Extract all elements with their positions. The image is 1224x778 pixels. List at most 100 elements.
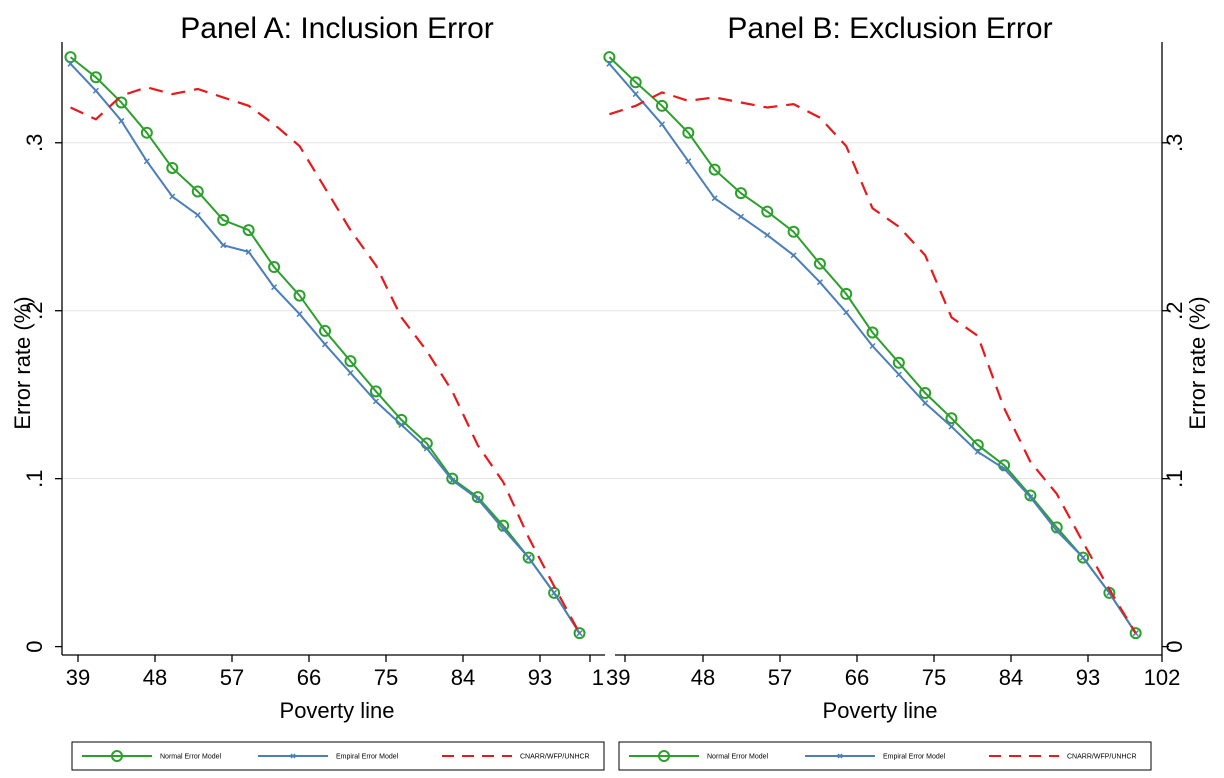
panel-b-axes xyxy=(615,42,1163,656)
panel-b-point-x-marker xyxy=(764,232,771,239)
panel-a-point-x-marker xyxy=(449,477,456,484)
panel-b-point-x-marker xyxy=(658,121,666,128)
panel-b-point-circle-marker xyxy=(866,326,879,339)
panel-b-x-tick-label: 102 xyxy=(1144,665,1181,690)
panel-b-point-circle-marker xyxy=(1024,489,1037,502)
panel-a-x-tick-label: 84 xyxy=(451,665,475,690)
panel-a-point-circle-marker xyxy=(64,51,77,64)
panel-a-legend-box xyxy=(71,741,605,771)
panel-a-point-circle-marker xyxy=(369,385,382,398)
panel-a-x-tick-label: 1 xyxy=(592,665,604,690)
panel-b-series xyxy=(603,51,1142,640)
panel-a-legend-items: Normal Error Model Empiral Error Model CNA… xyxy=(82,750,590,762)
panel-a-x-ticks: 39 48 57 66 75 84 93 1 xyxy=(66,655,604,690)
panel-a-point-circle-marker xyxy=(522,551,535,564)
panel-a-title: Panel A: Inclusion Error xyxy=(180,12,494,45)
panel-b-x-tick-label: 66 xyxy=(845,665,869,690)
panel-b-point-circle-marker xyxy=(971,439,984,452)
panel-a-x-tick-label: 39 xyxy=(66,665,90,690)
panel-a-y-axis-label: Error rate (%) xyxy=(10,296,35,429)
panel-b-x-tick-label: 75 xyxy=(922,665,946,690)
panel-b-y-tick-label: .1 xyxy=(1162,469,1187,487)
panel-a-series-line-cnarr-wfp-unhcr xyxy=(70,86,581,634)
panel-b-legend-label-empiral-error-model: Empiral Error Model xyxy=(883,754,946,761)
panel-b-legend: Normal Error Model Empiral Error Model CNA… xyxy=(618,741,1152,771)
panel-a-point-x-marker xyxy=(372,398,379,405)
panel-a-point-x-marker xyxy=(271,284,278,291)
panel-a-point-circle-marker xyxy=(242,224,255,237)
panel-b-point-circle-marker xyxy=(629,76,642,89)
panel-a-point-x-marker xyxy=(474,495,481,502)
panel-a-point-x-marker xyxy=(525,554,532,561)
panel-b-point-circle-marker xyxy=(682,126,695,139)
panel-a-point-x-marker xyxy=(245,248,252,255)
panel-b-point-circle-marker xyxy=(1077,551,1090,564)
panel-a-legend-label-normal-error-model: Normal Error Model xyxy=(160,754,222,761)
panel-b-point-x-marker xyxy=(685,158,692,165)
panel-b-y-axis-label: Error rate (%) xyxy=(1185,296,1210,429)
panel-b-x-ticks: 39 48 57 66 75 84 93 102 xyxy=(606,655,1180,690)
panel-b-legend-circle-marker xyxy=(658,750,670,762)
panel-b-point-x-marker xyxy=(711,195,718,202)
panel-a-point-circle-marker xyxy=(191,185,204,198)
panel-a-point-x-marker xyxy=(67,60,74,67)
panel-a-point-circle-marker xyxy=(268,261,281,274)
panel-b-point-x-marker xyxy=(1027,494,1034,501)
panel-b-point-circle-marker xyxy=(945,412,958,425)
panel-a-y-tick-label: .2 xyxy=(22,302,47,320)
panel-b-legend-label-normal-error-model: Normal Error Model xyxy=(707,754,769,761)
panel-b-x-tick-label: 39 xyxy=(606,665,630,690)
panel-a-point-x-marker xyxy=(92,87,99,94)
panel-a-y-tick-label: .1 xyxy=(22,469,47,487)
panel-b-point-circle-marker xyxy=(919,387,932,400)
panel-b-point-x-marker xyxy=(790,252,797,259)
panel-a-x-tick-label: 48 xyxy=(143,665,167,690)
panel-b-point-circle-marker xyxy=(603,51,616,64)
panel-a-legend: Normal Error Model Empiral Error Model CNA… xyxy=(71,741,605,771)
panel-b-series-line-normal-error-model xyxy=(608,56,1137,634)
panel-b-title: Panel B: Exclusion Error xyxy=(727,12,1052,45)
panel-b-point-x-marker xyxy=(843,309,850,316)
panel-b-point-x-marker xyxy=(632,91,639,98)
panel-a-point-circle-marker xyxy=(573,627,586,640)
panel-b-x-tick-label: 93 xyxy=(1076,665,1100,690)
panel-b-gridlines xyxy=(605,142,1162,480)
panel-a-point-x-marker xyxy=(143,158,150,165)
panel-a-point-x-marker xyxy=(118,117,125,124)
panel-a-point-circle-marker xyxy=(115,96,128,109)
panel-a-point-x-marker xyxy=(551,589,558,596)
panel-b-point-x-marker xyxy=(869,342,876,350)
panel-a-point-x-marker xyxy=(194,211,201,219)
panel-a-point-x-marker xyxy=(576,630,583,637)
panel-b-x-tick-label: 48 xyxy=(691,665,715,690)
panel-b-point-circle-marker xyxy=(787,225,800,238)
panel-b-y-tick-label: 0 xyxy=(1162,640,1187,652)
panel-b-point-circle-marker xyxy=(840,287,853,300)
panel-a-point-circle-marker xyxy=(293,289,306,302)
panel-a-point-circle-marker xyxy=(497,519,510,532)
panel-a-point-circle-marker xyxy=(319,324,332,337)
panel-a-point-x-marker xyxy=(347,369,354,376)
panel-b-legend-items: Normal Error Model Empiral Error Model CNA… xyxy=(629,750,1137,762)
panel-b-point-x-marker xyxy=(895,371,902,378)
panel-a-axes xyxy=(61,42,605,656)
panel-a-y-tick-label: .3 xyxy=(22,134,47,152)
panel-a-point-circle-marker xyxy=(344,355,357,368)
panel-a-point-x-marker xyxy=(169,193,176,200)
panel-b-y-tick-label: .2 xyxy=(1162,302,1187,320)
panel-b-point-x-marker xyxy=(1080,554,1087,561)
panel-a-point-x-marker xyxy=(423,445,430,452)
panel-a-point-x-marker xyxy=(398,421,405,428)
panel-b-x-tick-label: 84 xyxy=(999,665,1023,690)
panel-b-point-circle-marker xyxy=(734,187,747,200)
panel-b-point-x-marker xyxy=(1001,465,1008,472)
panel-a-x-tick-label: 57 xyxy=(220,665,244,690)
panel-a-series xyxy=(64,51,586,640)
panel-a-gridlines xyxy=(62,142,605,480)
panel-b-point-x-marker xyxy=(816,279,823,286)
panel-b-legend-box xyxy=(618,741,1152,771)
panel-a: Panel A: Inclusion Error .3 .2 .1 0 39 48 57 6… xyxy=(10,12,605,771)
panel-a-y-ticks: .3 .2 .1 0 xyxy=(22,134,62,653)
panel-a-point-x-marker xyxy=(296,311,303,318)
